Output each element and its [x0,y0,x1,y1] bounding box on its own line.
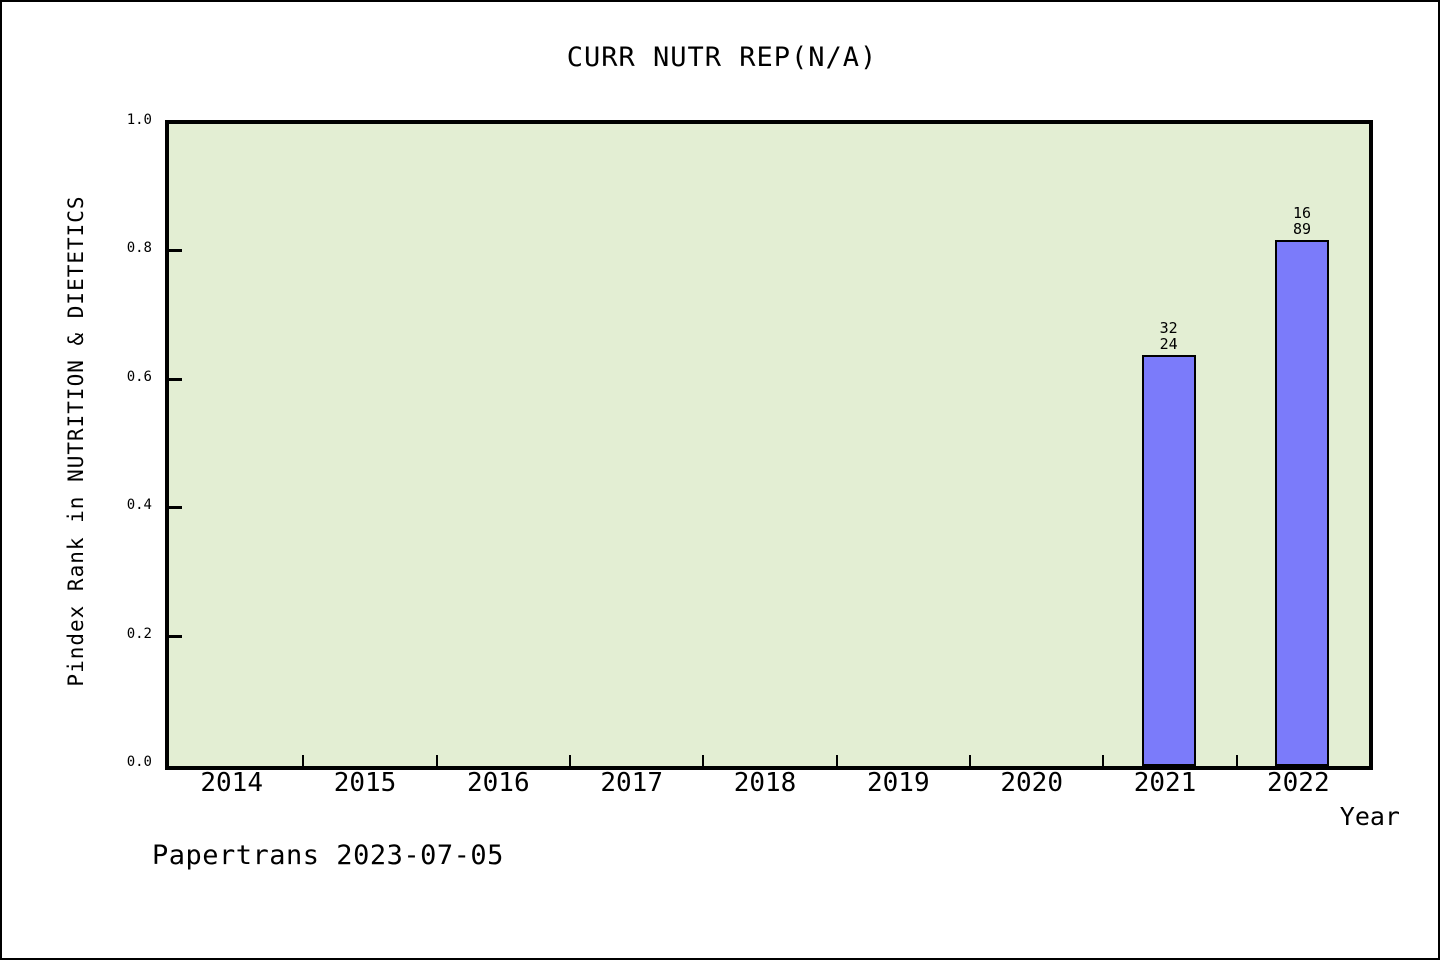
x-tick-mark-8 [1235,755,1238,766]
footer-note: Papertrans 2023-07-05 [152,840,504,871]
y-axis-title-wrap: Pindex Rank in NUTRITION & DIETETICS [64,120,104,762]
x-tick-mark-7 [1102,755,1105,766]
bar-2022[interactable] [1275,240,1329,766]
plot-inner: 32 24 16 89 [169,124,1369,766]
x-tick-label-2019: 2019 [866,768,930,798]
x-tick-mark-1 [302,755,305,766]
x-axis-title: Year [1339,802,1400,831]
x-tick-label-2022: 2022 [1266,768,1330,798]
y-tick-label-1.0: 1.0 [126,112,152,128]
y-tick-label-0.0: 0.0 [126,754,152,770]
bar-2021[interactable] [1141,355,1196,766]
x-tick-label-2021: 2021 [1133,768,1197,798]
x-tick-mark-3 [569,755,571,766]
x-tick-label-2014: 2014 [200,768,263,798]
y-tick-label-0.4: 0.4 [126,497,152,514]
y-tick-mark-0.4 [169,506,182,510]
x-tick-label-2017: 2017 [600,768,663,798]
x-tick-mark-5 [835,755,838,766]
x-tick-mark-4 [702,755,705,766]
bar-label-2021: 32 24 [1159,319,1178,353]
plot-area: 32 24 16 89 [165,120,1373,770]
y-tick-mark-0.2 [169,634,182,638]
x-tick-label-2015: 2015 [333,768,397,798]
y-tick-mark-0.8 [169,249,182,253]
x-tick-mark-6 [969,755,971,766]
bar-label-2022: 16 89 [1292,204,1312,238]
y-axis-title: Pindex Rank in NUTRITION & DIETETICS [64,195,88,687]
x-tick-label-2016: 2016 [466,768,530,798]
y-tick-mark-0.6 [169,377,182,381]
y-tick-label-0.8: 0.8 [126,240,152,257]
y-tick-label-0.2: 0.2 [126,625,152,642]
x-tick-label-2020: 2020 [1000,768,1063,798]
page-title: CURR NUTR REP(N/A) [566,42,878,73]
x-tick-mark-2 [435,755,438,766]
x-tick-label-2018: 2018 [733,768,797,798]
y-tick-label-0.6: 0.6 [126,368,152,385]
